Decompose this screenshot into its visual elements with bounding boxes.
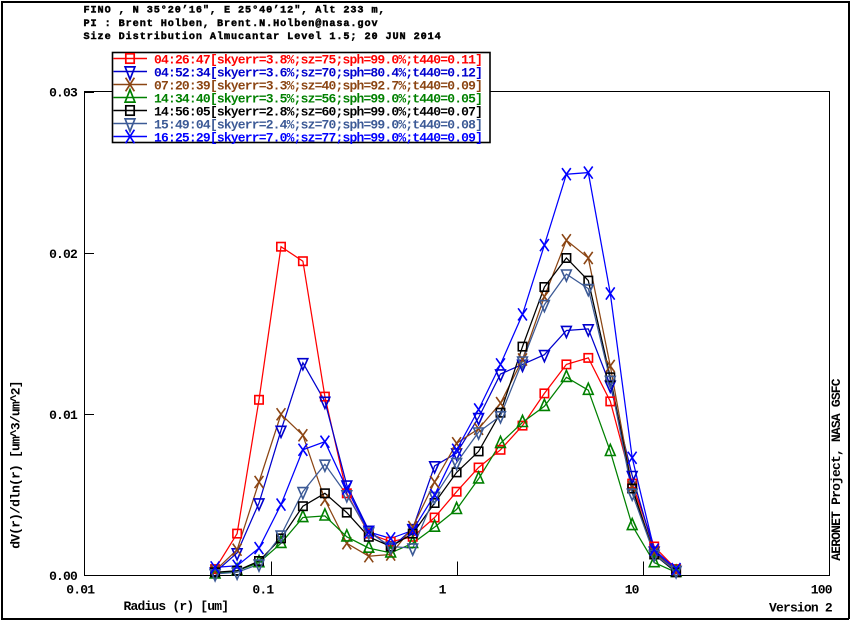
svg-text:dV(r)/dln(r) [um^3/um^2]: dV(r)/dln(r) [um^3/um^2] xyxy=(9,381,24,549)
svg-text:0.1: 0.1 xyxy=(252,582,274,597)
svg-text:0.03: 0.03 xyxy=(49,86,78,101)
svg-text:07:20:39[skyerr=3.3%;sz=40;sph: 07:20:39[skyerr=3.3%;sz=40;sph=92.7%;t44… xyxy=(154,79,482,94)
svg-text:AERONET Project, NASA GSFC: AERONET Project, NASA GSFC xyxy=(829,378,844,561)
svg-text:04:52:34[skyerr=3.6%;sz=70;sph: 04:52:34[skyerr=3.6%;sz=70;sph=80.4%;t44… xyxy=(154,66,482,81)
svg-text:16:25:29[skyerr=7.0%;sz=77;sph: 16:25:29[skyerr=7.0%;sz=77;sph=99.0%;t44… xyxy=(154,131,482,146)
svg-text:10: 10 xyxy=(625,582,640,597)
svg-text:Radius (r) [um]: Radius (r) [um] xyxy=(124,599,229,614)
svg-text:0.01: 0.01 xyxy=(49,408,78,423)
svg-text:Size Distribution Almucantar L: Size Distribution Almucantar Level 1.5; … xyxy=(84,31,442,43)
svg-text:100: 100 xyxy=(811,582,833,597)
svg-text:0.02: 0.02 xyxy=(49,247,78,262)
svg-text:0.01: 0.01 xyxy=(66,582,95,597)
svg-text:FINO , N 35°20’16", E 25°40’12: FINO , N 35°20’16", E 25°40’12", Alt 233… xyxy=(84,5,386,17)
svg-text:0.00: 0.00 xyxy=(49,569,78,584)
svg-text:14:56:05[skyerr=2.8%;sz=60;sph: 14:56:05[skyerr=2.8%;sz=60;sph=99.0%;t44… xyxy=(154,105,482,120)
svg-text:14:34:40[skyerr=3.5%;sz=56;sph: 14:34:40[skyerr=3.5%;sz=56;sph=99.0%;t44… xyxy=(154,92,482,107)
svg-text:1: 1 xyxy=(439,582,447,597)
svg-text:Version 2: Version 2 xyxy=(769,600,833,615)
svg-text:04:26:47[skyerr=3.8%;sz=75;sph: 04:26:47[skyerr=3.8%;sz=75;sph=99.0%;t44… xyxy=(154,53,482,68)
svg-text:PI : Brent Holben, Brent.N.Hol: PI : Brent Holben, Brent.N.Holben@nasa.g… xyxy=(84,18,379,30)
svg-text:15:49:04[skyerr=2.4%;sz=70;sph: 15:49:04[skyerr=2.4%;sz=70;sph=99.0%;t44… xyxy=(154,118,482,133)
